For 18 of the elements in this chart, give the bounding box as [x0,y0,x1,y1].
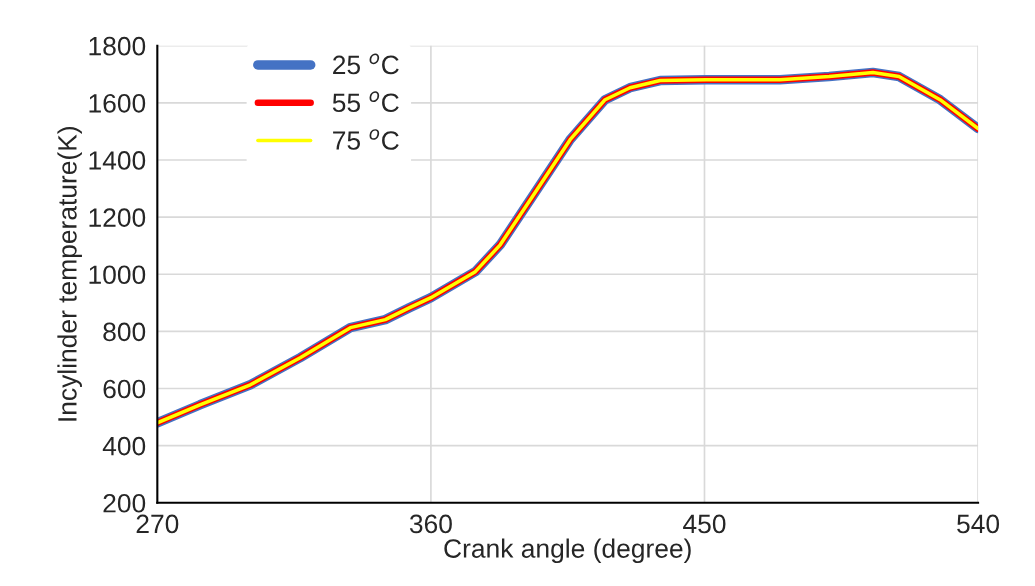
legend-label: 55 $^{o}$C [332,91,399,113]
x-tick-label: 360 [409,514,452,534]
y-tick-label: 200 [103,493,146,513]
y-tick-label: 800 [103,322,146,342]
y-tick-label: 1800 [89,36,146,56]
x-axis-title: Crank angle (degree) [444,538,691,564]
y-tick-label: 1000 [89,265,146,285]
legend-label: 75 $^{o}$C [333,129,399,150]
y-tick-label: 1400 [89,151,146,170]
x-tick-label: 450 [683,514,726,534]
x-tick-label: 540 [957,514,1000,534]
y-tick-label: 1200 [89,208,146,227]
x-tick-label: 270 [136,514,179,534]
y-axis-title: Incylinder temperature(K) [57,127,82,421]
legend-label: 25 $^{o}$C [333,53,399,75]
y-tick-label: 400 [102,436,146,456]
y-tick-label: 600 [103,379,146,399]
y-tick-label: 1600 [89,93,146,113]
